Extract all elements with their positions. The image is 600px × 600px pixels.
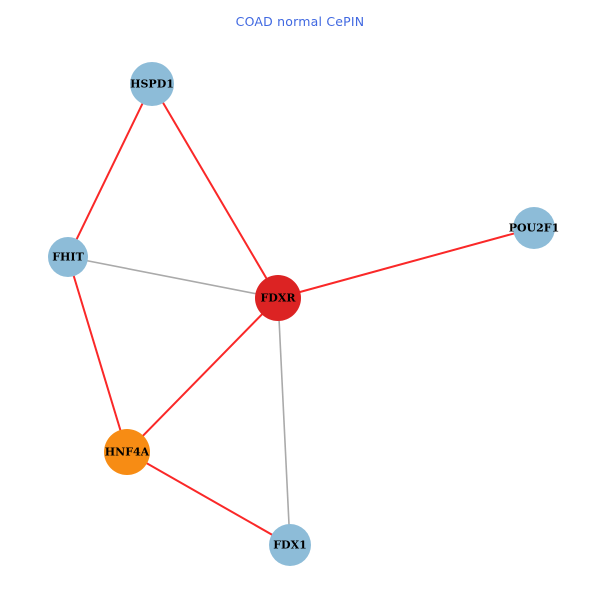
- edge-hnf4a-fdx1[interactable]: [126, 451, 291, 546]
- node-circle-hspd1[interactable]: [130, 62, 174, 106]
- node-label-fdxr: FDXR: [260, 292, 296, 305]
- edge-fdxr-pou2f1[interactable]: [277, 227, 535, 299]
- node-fdx1[interactable]: FDX1: [269, 524, 311, 566]
- node-label-fhit: FHIT: [52, 251, 84, 264]
- edge-fhit-hnf4a[interactable]: [67, 256, 128, 453]
- edge-hspd1-fdxr[interactable]: [151, 83, 279, 299]
- nodes-layer: HSPD1 FHIT FDXR POU2F1 HNF4A FDX1: [48, 62, 559, 566]
- node-circle-fdx1[interactable]: [269, 524, 311, 566]
- node-pou2f1[interactable]: POU2F1: [509, 207, 560, 249]
- node-label-pou2f1: POU2F1: [509, 222, 560, 235]
- edge-fdxr-hnf4a[interactable]: [126, 297, 279, 453]
- edge-hspd1-fhit[interactable]: [67, 83, 153, 258]
- node-label-hnf4a: HNF4A: [105, 446, 150, 459]
- node-hspd1[interactable]: HSPD1: [130, 62, 174, 106]
- edge-fdxr-fdx1[interactable]: [277, 297, 291, 546]
- edge-fhit-fdxr[interactable]: [67, 256, 279, 299]
- edges-layer: [67, 83, 535, 546]
- node-label-fdx1: FDX1: [273, 539, 307, 552]
- node-fhit[interactable]: FHIT: [48, 237, 88, 277]
- node-circle-hnf4a[interactable]: [104, 429, 150, 475]
- node-hnf4a[interactable]: HNF4A: [104, 429, 150, 475]
- node-circle-fdxr[interactable]: [255, 275, 301, 321]
- node-label-hspd1: HSPD1: [130, 78, 174, 91]
- node-circle-fhit[interactable]: [48, 237, 88, 277]
- node-circle-pou2f1[interactable]: [513, 207, 555, 249]
- page-title: COAD normal CePIN: [235, 14, 365, 29]
- node-fdxr[interactable]: FDXR: [255, 275, 301, 321]
